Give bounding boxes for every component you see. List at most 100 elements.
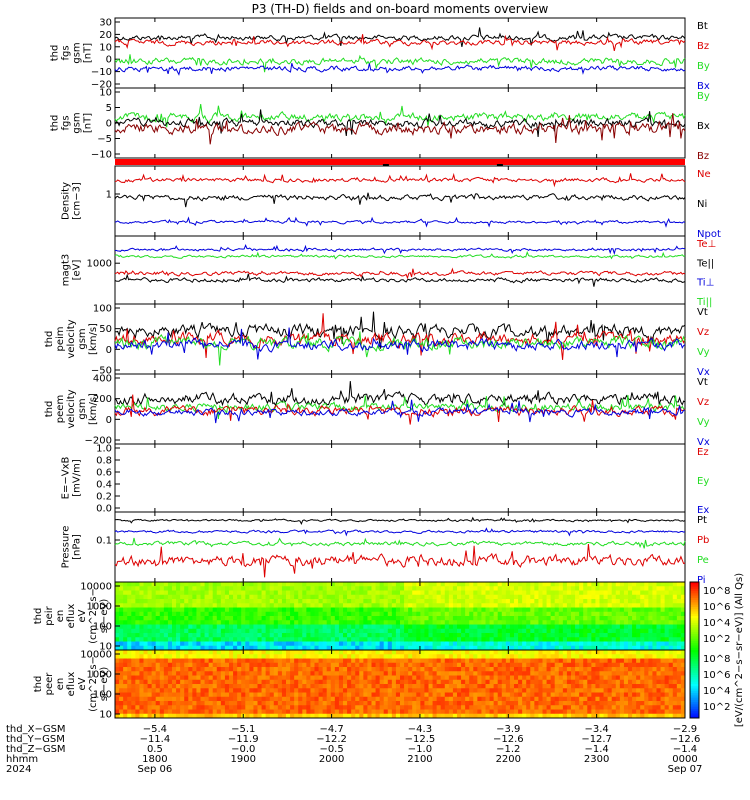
legend-entry: Vz: [697, 327, 709, 338]
panel-flag-bar: [115, 159, 685, 166]
y-axis-label: [km/s]: [88, 393, 99, 425]
legend-entry: Pe: [697, 555, 709, 566]
y-tick-label: 0.0: [96, 504, 112, 515]
y-axis-label: peem: [55, 395, 66, 423]
panel-peir-spec: 10000 1000 100 10 thd peir en eflux eV (cm^2−s− sr…: [33, 581, 686, 653]
plot-title: P3 (TH-D) fields and on-board moments ov…: [252, 2, 549, 16]
y-axis-label: velocity: [66, 389, 77, 428]
footer-value: −1.4: [673, 744, 697, 755]
y-tick-label: 0.8: [96, 456, 112, 467]
colorbar-tick: 10^2: [703, 634, 730, 645]
y-axis-label: gsm: [77, 398, 88, 419]
y-tick-label: 0.4: [96, 480, 112, 491]
footer-value: Sep 06: [138, 764, 173, 775]
y-axis-label: thd: [33, 608, 44, 625]
y-axis-label: peer: [44, 672, 55, 696]
panel-temperature: 1000 magt3 [eV] Te⊥ Te|| Ti⊥ Ti||: [61, 235, 716, 308]
y-axis-label: eflux: [66, 672, 77, 697]
legend-entry: Pi: [697, 575, 706, 586]
y-tick-label: 1000: [87, 670, 112, 681]
footer-value: −11.9: [228, 734, 259, 745]
footer-row-label: 2024: [6, 764, 31, 775]
footer-value: 2000: [319, 754, 344, 765]
colorbar-tick: 10^4: [703, 618, 730, 629]
y-tick-label: −50: [91, 366, 112, 377]
legend-entry: Vt: [697, 377, 708, 388]
y-axis-label: [km/s]: [88, 323, 99, 355]
y-axis-label: [nT]: [83, 113, 94, 133]
footer-value: −12.7: [581, 734, 612, 745]
footer-value: −4.7: [319, 724, 343, 735]
footer-value: 1900: [231, 754, 256, 765]
y-axis-label: en: [55, 610, 66, 623]
footer-row-label: hhmm: [6, 754, 38, 765]
legend-entry: Pt: [697, 515, 707, 526]
panel-frame: [114, 165, 686, 237]
legend-entry: Ey: [697, 476, 709, 487]
colorbar: 10^8 10^6 10^4 10^2 10^8 10^6 10^4 10^2 [eV/(cm^…: [689, 573, 745, 727]
y-tick-label: 1.0: [96, 444, 112, 455]
panel-efield: 1.00.80.60.40.20.0 E=−VxB [mV/m] Ez Ey Ex: [61, 443, 709, 516]
y-tick-label: 0: [106, 55, 112, 66]
legend-entry: Npot: [697, 229, 721, 240]
y-axis-label: en: [55, 678, 66, 691]
colorbar-tick: 10^6: [703, 602, 730, 613]
panel-frame: [114, 649, 686, 719]
footer-value: 0.5: [147, 744, 163, 755]
y-tick-label: 5: [106, 103, 112, 114]
footer-value: Sep 07: [668, 764, 703, 775]
y-axis-label: (cm^2−s−: [88, 588, 99, 644]
footer-row-label: thd_Z−GSM: [6, 744, 66, 755]
y-tick-label: 100: [93, 622, 112, 633]
legend-entry: Bx: [697, 121, 710, 132]
legend-entry: Ex: [697, 505, 709, 516]
legend-entry: Ti⊥: [696, 278, 714, 289]
y-tick-label: 100: [93, 690, 112, 701]
panel-frame: [114, 443, 686, 513]
legend-entry: By: [697, 61, 710, 72]
y-tick-label: 10: [99, 642, 112, 653]
legend-entry: By: [697, 91, 710, 102]
footer-value: −12.5: [405, 734, 436, 745]
footer-value: −3.4: [585, 724, 609, 735]
y-tick-label: 10000: [80, 650, 112, 661]
colorbar-tick: 10^8: [703, 654, 730, 665]
footer-value: 2300: [584, 754, 609, 765]
y-axis-label: peir: [44, 605, 55, 625]
y-axis-label: thd: [44, 401, 55, 418]
legend-entry: Vy: [697, 417, 710, 428]
legend-entry: Vt: [697, 307, 708, 318]
legend-entry: Bz: [697, 151, 709, 162]
y-tick-label: 10: [99, 42, 112, 53]
legend-entry: Vx: [697, 437, 710, 448]
y-axis-label: magt3: [61, 254, 72, 287]
y-axis-label: gsm: [77, 328, 88, 349]
y-tick-label: 0: [106, 415, 112, 426]
y-axis-label: [eV]: [72, 260, 83, 281]
footer-value: −1.0: [408, 744, 432, 755]
y-tick-label: 0.6: [96, 468, 112, 479]
footer-value: −12.2: [316, 734, 347, 745]
y-tick-label: 1000: [87, 259, 112, 270]
legend-entry: Vy: [697, 347, 710, 358]
y-tick-label: 30: [99, 18, 112, 29]
footer-ephemeris: thd_X−GSM −5.4 −5.1 −4.7 −4.3 −3.9 −3.4 −2.9 thd…: [6, 724, 702, 775]
y-tick-label: −10: [91, 150, 112, 161]
legend-entry: Pb: [697, 535, 709, 546]
y-axis-label: Density: [61, 182, 72, 220]
colorbar-tick: 10^8: [703, 586, 730, 597]
y-axis-label: (cm^2−s−: [88, 656, 99, 712]
y-tick-label: 10000: [80, 582, 112, 593]
y-tick-label: 0.1: [96, 536, 112, 547]
legend-entry: Ti||: [696, 297, 712, 308]
y-axis-label: Pressure: [61, 526, 72, 569]
y-tick-label: −20: [91, 80, 112, 91]
y-tick-label: 400: [93, 374, 112, 385]
footer-row-label: thd_X−GSM: [6, 724, 66, 735]
colorbar-label: [eV/(cm^2−s−sr−eV)] (All Qs): [734, 573, 745, 727]
legend-entry: Te||: [696, 258, 714, 269]
y-axis-label: eV: [77, 609, 88, 622]
y-tick-label: 10: [99, 88, 112, 99]
footer-value: −5.1: [231, 724, 255, 735]
